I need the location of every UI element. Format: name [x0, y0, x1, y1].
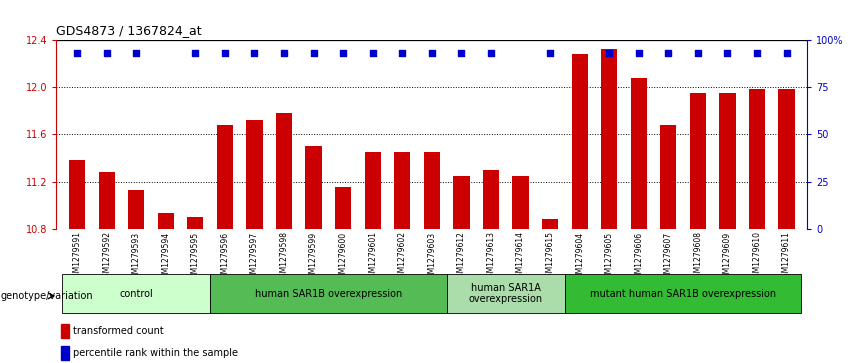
Bar: [661, 125, 676, 229]
Bar: [394, 152, 411, 229]
Text: human SAR1B overexpression: human SAR1B overexpression: [254, 289, 402, 299]
Point: [632, 50, 646, 56]
Text: percentile rank within the sample: percentile rank within the sample: [73, 347, 238, 358]
Point: [336, 50, 350, 56]
Text: human SAR1A
overexpression: human SAR1A overexpression: [469, 283, 542, 305]
Point: [100, 50, 114, 56]
FancyBboxPatch shape: [210, 274, 447, 313]
Point: [484, 50, 498, 56]
Point: [661, 50, 675, 56]
Point: [365, 50, 379, 56]
Text: control: control: [120, 289, 153, 299]
Bar: [571, 54, 588, 229]
Point: [691, 50, 705, 56]
FancyBboxPatch shape: [565, 274, 801, 313]
Point: [70, 50, 84, 56]
Text: mutant human SAR1B overexpression: mutant human SAR1B overexpression: [590, 289, 776, 299]
Point: [395, 50, 409, 56]
Bar: [365, 152, 381, 229]
Bar: [512, 176, 529, 229]
Bar: [69, 160, 85, 229]
Point: [455, 50, 469, 56]
Bar: [720, 93, 735, 229]
Bar: [749, 90, 765, 229]
Text: GDS4873 / 1367824_at: GDS4873 / 1367824_at: [56, 24, 202, 37]
FancyBboxPatch shape: [62, 274, 210, 313]
Bar: [276, 113, 293, 229]
Bar: [542, 219, 558, 229]
Bar: [424, 152, 440, 229]
Bar: [61, 324, 69, 338]
Bar: [61, 346, 69, 359]
Point: [602, 50, 616, 56]
Bar: [690, 93, 706, 229]
Bar: [306, 146, 322, 229]
Point: [218, 50, 232, 56]
Bar: [601, 49, 617, 229]
Bar: [631, 78, 647, 229]
Bar: [187, 217, 203, 229]
Point: [247, 50, 261, 56]
FancyBboxPatch shape: [447, 274, 565, 313]
Point: [779, 50, 793, 56]
Point: [188, 50, 202, 56]
Point: [425, 50, 438, 56]
Point: [129, 50, 143, 56]
Point: [277, 50, 291, 56]
Point: [720, 50, 734, 56]
Bar: [247, 120, 263, 229]
Bar: [217, 125, 233, 229]
Bar: [335, 187, 352, 229]
Point: [306, 50, 320, 56]
Point: [750, 50, 764, 56]
Bar: [483, 170, 499, 229]
Point: [543, 50, 557, 56]
Bar: [453, 176, 470, 229]
Bar: [128, 190, 144, 229]
Bar: [99, 172, 115, 229]
Text: genotype/variation: genotype/variation: [1, 291, 94, 301]
Bar: [779, 90, 795, 229]
Text: transformed count: transformed count: [73, 326, 164, 336]
Bar: [158, 213, 174, 229]
